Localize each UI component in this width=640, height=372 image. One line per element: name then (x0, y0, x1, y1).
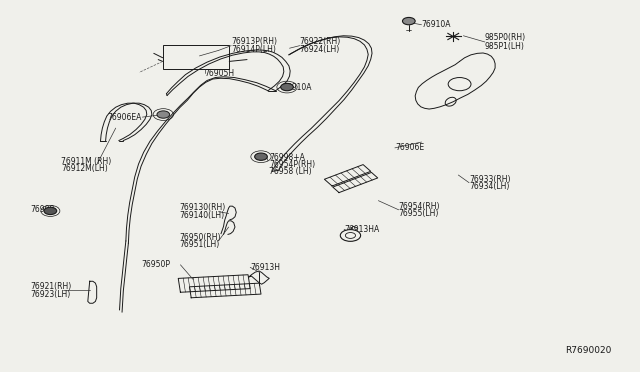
Text: 76910A: 76910A (422, 20, 451, 29)
Text: 76913P(RH): 76913P(RH) (231, 37, 277, 46)
Text: 985P1(LH): 985P1(LH) (485, 42, 525, 51)
Text: 76955(LH): 76955(LH) (399, 209, 439, 218)
Text: 76998: 76998 (30, 205, 54, 214)
Text: 76906EA: 76906EA (108, 113, 142, 122)
Text: 76954(RH): 76954(RH) (399, 202, 440, 211)
Text: 76933(RH): 76933(RH) (469, 174, 511, 183)
Bar (163, 45, 229, 70)
Text: 76951(LH): 76951(LH) (179, 240, 220, 249)
Text: 76913HA: 76913HA (344, 225, 380, 234)
Circle shape (281, 83, 293, 91)
Circle shape (157, 111, 170, 118)
Text: 76922(RH): 76922(RH) (300, 37, 341, 46)
Text: 76950P: 76950P (141, 260, 170, 269)
Text: 76905H: 76905H (205, 69, 235, 78)
Text: 76906E: 76906E (395, 143, 424, 153)
Circle shape (340, 230, 360, 241)
Text: 76910A: 76910A (282, 83, 312, 92)
Text: 76914P(LH): 76914P(LH) (231, 45, 276, 54)
Text: 76934(LH): 76934(LH) (469, 182, 509, 191)
Text: 76958 (LH): 76958 (LH) (269, 167, 312, 176)
Text: 76924(LH): 76924(LH) (300, 45, 340, 54)
Ellipse shape (445, 97, 456, 106)
Text: 76913H: 76913H (250, 263, 280, 272)
Circle shape (44, 207, 57, 215)
Text: 76998+A: 76998+A (269, 153, 305, 161)
Circle shape (448, 77, 471, 91)
Text: 985P0(RH): 985P0(RH) (485, 33, 526, 42)
Circle shape (255, 153, 268, 160)
Text: 76911M (RH): 76911M (RH) (61, 157, 111, 166)
Text: 76954P(RH): 76954P(RH) (269, 160, 316, 169)
Text: 76921(RH): 76921(RH) (30, 282, 71, 291)
Text: 769140(LH): 769140(LH) (179, 211, 224, 220)
Text: 76950(RH): 76950(RH) (179, 233, 221, 242)
Text: 76912M(LH): 76912M(LH) (61, 164, 108, 173)
Text: 76923(LH): 76923(LH) (30, 289, 70, 299)
Text: R7690020: R7690020 (566, 346, 612, 355)
Text: 769130(RH): 769130(RH) (179, 203, 225, 212)
Circle shape (403, 17, 415, 25)
Circle shape (346, 232, 356, 238)
